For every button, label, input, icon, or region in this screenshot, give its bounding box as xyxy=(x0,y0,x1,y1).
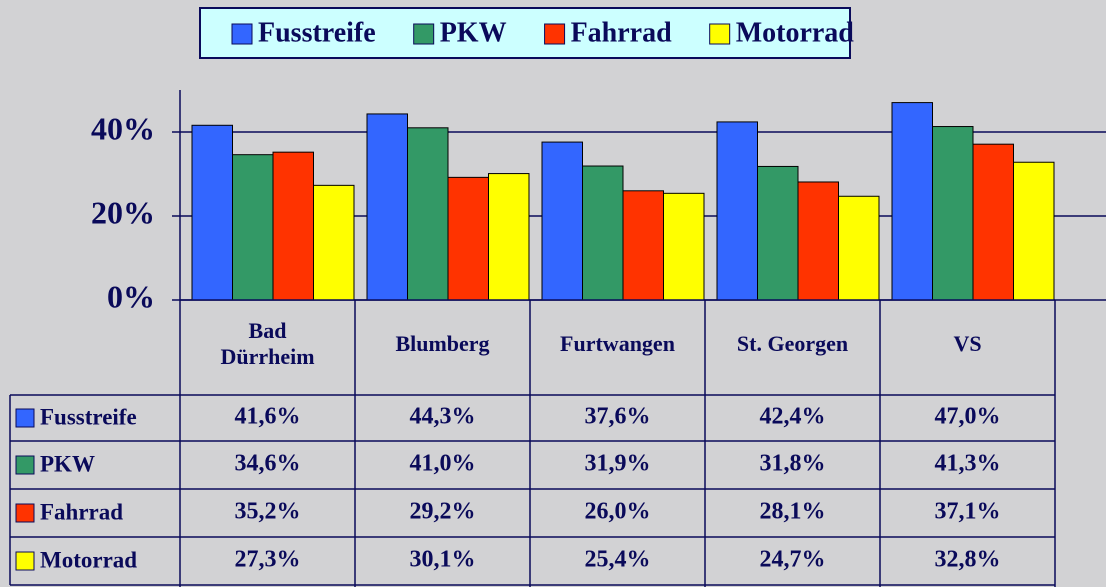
bar xyxy=(366,113,408,301)
bar xyxy=(232,154,274,301)
table-value: 41,3% xyxy=(935,451,1001,477)
table-value: 32,8% xyxy=(935,547,1001,573)
table-value: 44,3% xyxy=(410,404,476,430)
table-legend-swatch xyxy=(15,551,35,571)
y-tick-label: 40% xyxy=(91,110,155,146)
table-value: 35,2% xyxy=(235,499,301,525)
y-tick-label: 20% xyxy=(91,194,155,230)
bar xyxy=(407,127,449,301)
table-value: 31,8% xyxy=(760,451,826,477)
bar xyxy=(622,190,664,301)
table-value: 27,3% xyxy=(235,547,301,573)
table-value: 26,0% xyxy=(585,499,651,525)
bar xyxy=(716,121,758,301)
bar xyxy=(488,173,530,301)
bar xyxy=(972,143,1014,301)
table-value: 31,9% xyxy=(585,451,651,477)
table-legend-swatch xyxy=(15,503,35,523)
bar xyxy=(272,151,314,301)
bar xyxy=(757,165,799,301)
bar xyxy=(797,181,839,301)
table-value: 42,4% xyxy=(760,404,826,430)
table-row-label: Fahrrad xyxy=(40,499,123,524)
table-value: 30,1% xyxy=(410,547,476,573)
bar xyxy=(838,195,880,301)
bar xyxy=(313,184,355,301)
bar xyxy=(191,124,233,301)
bar xyxy=(891,102,933,301)
table-legend-swatch xyxy=(15,455,35,475)
x-tick-label: VS xyxy=(953,330,982,356)
legend-label: PKW xyxy=(440,17,507,48)
legend-swatch xyxy=(413,23,435,45)
table-value: 24,7% xyxy=(760,547,826,573)
table-row-label: Motorrad xyxy=(40,547,137,572)
table-row-label: PKW xyxy=(40,451,95,476)
table-value: 37,1% xyxy=(935,499,1001,525)
x-tick-label: St. Georgen xyxy=(736,330,849,356)
legend-label: Fusstreife xyxy=(258,17,376,48)
bar xyxy=(541,141,583,301)
table-value: 37,6% xyxy=(585,404,651,430)
legend-swatch xyxy=(544,23,566,45)
legend-label: Fahrrad xyxy=(571,17,673,48)
y-tick-label: 0% xyxy=(107,278,155,314)
bar xyxy=(1013,161,1055,301)
table-legend-swatch xyxy=(15,408,35,428)
x-tick-label: Blumberg xyxy=(395,330,490,356)
legend-swatch xyxy=(231,23,253,45)
table-value: 41,6% xyxy=(235,404,301,430)
legend-label: Motorrad xyxy=(736,17,855,48)
table-value: 47,0% xyxy=(935,404,1001,430)
x-tick-label: Bad Dürrheim xyxy=(220,317,315,369)
legend-box xyxy=(199,7,851,59)
x-tick-label: Furtwangen xyxy=(560,330,675,356)
bar xyxy=(932,126,974,301)
legend-swatch xyxy=(709,23,731,45)
table-value: 28,1% xyxy=(760,499,826,525)
table-value: 29,2% xyxy=(410,499,476,525)
bar xyxy=(582,165,624,301)
bar xyxy=(663,192,705,301)
table-value: 41,0% xyxy=(410,451,476,477)
table-row-label: Fusstreife xyxy=(40,404,137,429)
bar xyxy=(447,176,489,301)
table-value: 34,6% xyxy=(235,451,301,477)
table-value: 25,4% xyxy=(585,547,651,573)
